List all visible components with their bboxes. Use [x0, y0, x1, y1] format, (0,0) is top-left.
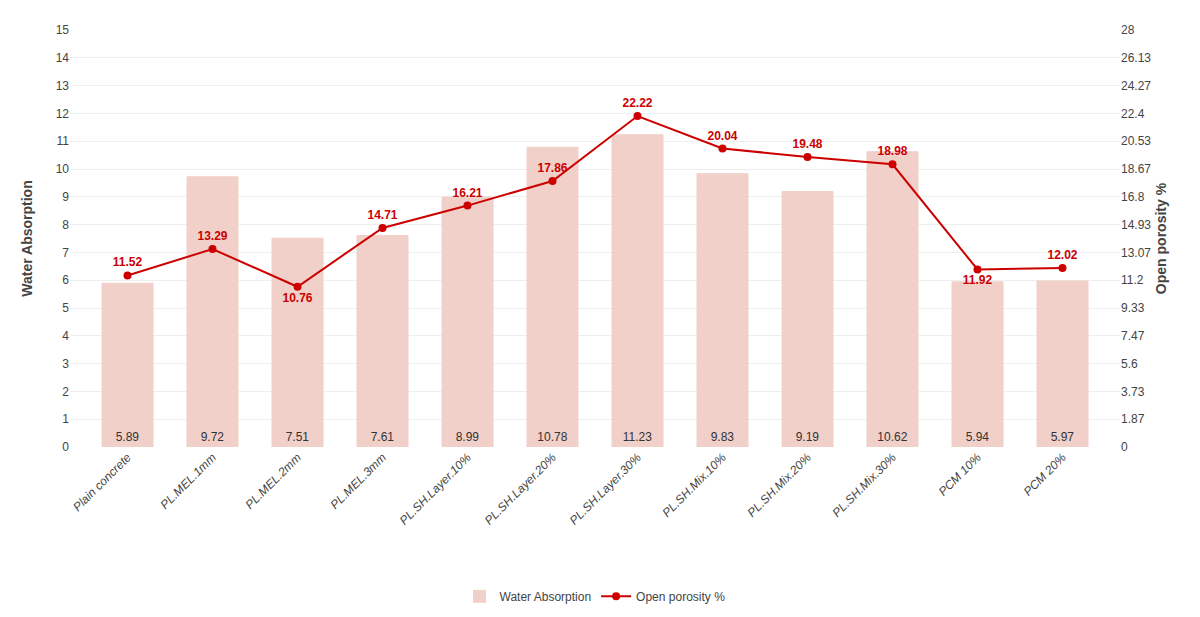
svg-text:20.53: 20.53	[1121, 134, 1151, 148]
svg-text:24.27: 24.27	[1121, 79, 1151, 93]
svg-text:8: 8	[62, 218, 69, 232]
svg-text:17.86: 17.86	[537, 161, 567, 175]
svg-text:5.6: 5.6	[1121, 357, 1138, 371]
svg-text:2: 2	[62, 385, 69, 399]
svg-text:PL.SH.Layer.30%: PL.SH.Layer.30%	[567, 450, 644, 527]
svg-text:PL.SH.Mix.10%: PL.SH.Mix.10%	[660, 450, 730, 520]
svg-text:10: 10	[56, 162, 70, 176]
svg-text:7: 7	[62, 246, 69, 260]
svg-text:19.48: 19.48	[792, 137, 822, 151]
svg-text:PL.SH.Layer.20%: PL.SH.Layer.20%	[482, 450, 559, 527]
svg-text:28: 28	[1121, 23, 1135, 37]
svg-text:11.52: 11.52	[113, 255, 143, 269]
svg-text:3: 3	[62, 357, 69, 371]
svg-text:12.02: 12.02	[1047, 248, 1077, 262]
svg-text:9.72: 9.72	[201, 430, 225, 444]
svg-text:16.8: 16.8	[1121, 190, 1145, 204]
svg-text:18.67: 18.67	[1121, 162, 1151, 176]
svg-text:18.98: 18.98	[877, 144, 907, 158]
svg-text:Water Absorption: Water Absorption	[500, 590, 592, 604]
svg-text:0: 0	[62, 440, 69, 454]
svg-text:PCM 20%: PCM 20%	[1021, 450, 1069, 498]
svg-text:Open porosity %: Open porosity %	[1153, 182, 1169, 294]
svg-text:8.99: 8.99	[456, 430, 480, 444]
svg-text:PL.MEL.3mm: PL.MEL.3mm	[328, 450, 389, 511]
svg-text:PL.SH.Mix.30%: PL.SH.Mix.30%	[830, 450, 900, 520]
svg-text:PCM 10%: PCM 10%	[936, 450, 984, 498]
svg-text:9.33: 9.33	[1121, 301, 1145, 315]
svg-text:PL.SH.Mix.20%: PL.SH.Mix.20%	[745, 450, 815, 520]
svg-text:Water Absorption: Water Absorption	[19, 180, 35, 296]
svg-text:10.62: 10.62	[877, 430, 907, 444]
svg-text:14: 14	[56, 51, 70, 65]
svg-text:Open porosity %: Open porosity %	[636, 590, 725, 604]
svg-text:5.97: 5.97	[1051, 430, 1075, 444]
svg-text:11.23: 11.23	[623, 430, 652, 444]
svg-text:1.87: 1.87	[1121, 412, 1145, 426]
svg-text:7.47: 7.47	[1121, 329, 1145, 343]
svg-text:5: 5	[62, 301, 69, 315]
svg-text:15: 15	[56, 23, 70, 37]
svg-text:PL.MEL.2mm: PL.MEL.2mm	[243, 450, 304, 511]
svg-text:22.4: 22.4	[1121, 107, 1145, 121]
svg-text:9: 9	[62, 190, 69, 204]
svg-text:5.89: 5.89	[116, 430, 140, 444]
svg-text:Plain concrete: Plain concrete	[70, 450, 134, 514]
svg-text:PL.MEL.1mm: PL.MEL.1mm	[158, 450, 219, 511]
svg-text:10.76: 10.76	[282, 291, 312, 305]
svg-text:11: 11	[57, 134, 70, 148]
svg-text:4: 4	[62, 329, 69, 343]
svg-text:1: 1	[62, 412, 69, 426]
svg-text:13: 13	[56, 79, 70, 93]
svg-text:13.29: 13.29	[197, 229, 227, 243]
svg-text:16.21: 16.21	[452, 186, 482, 200]
svg-text:9.83: 9.83	[711, 430, 735, 444]
svg-text:7.51: 7.51	[286, 430, 310, 444]
svg-text:11.92: 11.92	[963, 273, 993, 287]
svg-text:PL.SH.Layer.10%: PL.SH.Layer.10%	[397, 450, 474, 527]
svg-text:20.04: 20.04	[707, 129, 737, 143]
svg-text:14.71: 14.71	[367, 208, 397, 222]
svg-text:0: 0	[1121, 440, 1128, 454]
svg-text:5.94: 5.94	[966, 430, 990, 444]
svg-text:10.78: 10.78	[537, 430, 567, 444]
svg-text:11.2: 11.2	[1121, 273, 1144, 287]
svg-text:22.22: 22.22	[622, 96, 652, 110]
svg-text:7.61: 7.61	[371, 430, 395, 444]
svg-text:6: 6	[62, 273, 69, 287]
svg-text:3.73: 3.73	[1121, 385, 1145, 399]
svg-text:9.19: 9.19	[796, 430, 820, 444]
svg-text:13.07: 13.07	[1121, 246, 1151, 260]
svg-text:14.93: 14.93	[1121, 218, 1151, 232]
svg-text:12: 12	[56, 107, 70, 121]
svg-text:26.13: 26.13	[1121, 51, 1151, 65]
